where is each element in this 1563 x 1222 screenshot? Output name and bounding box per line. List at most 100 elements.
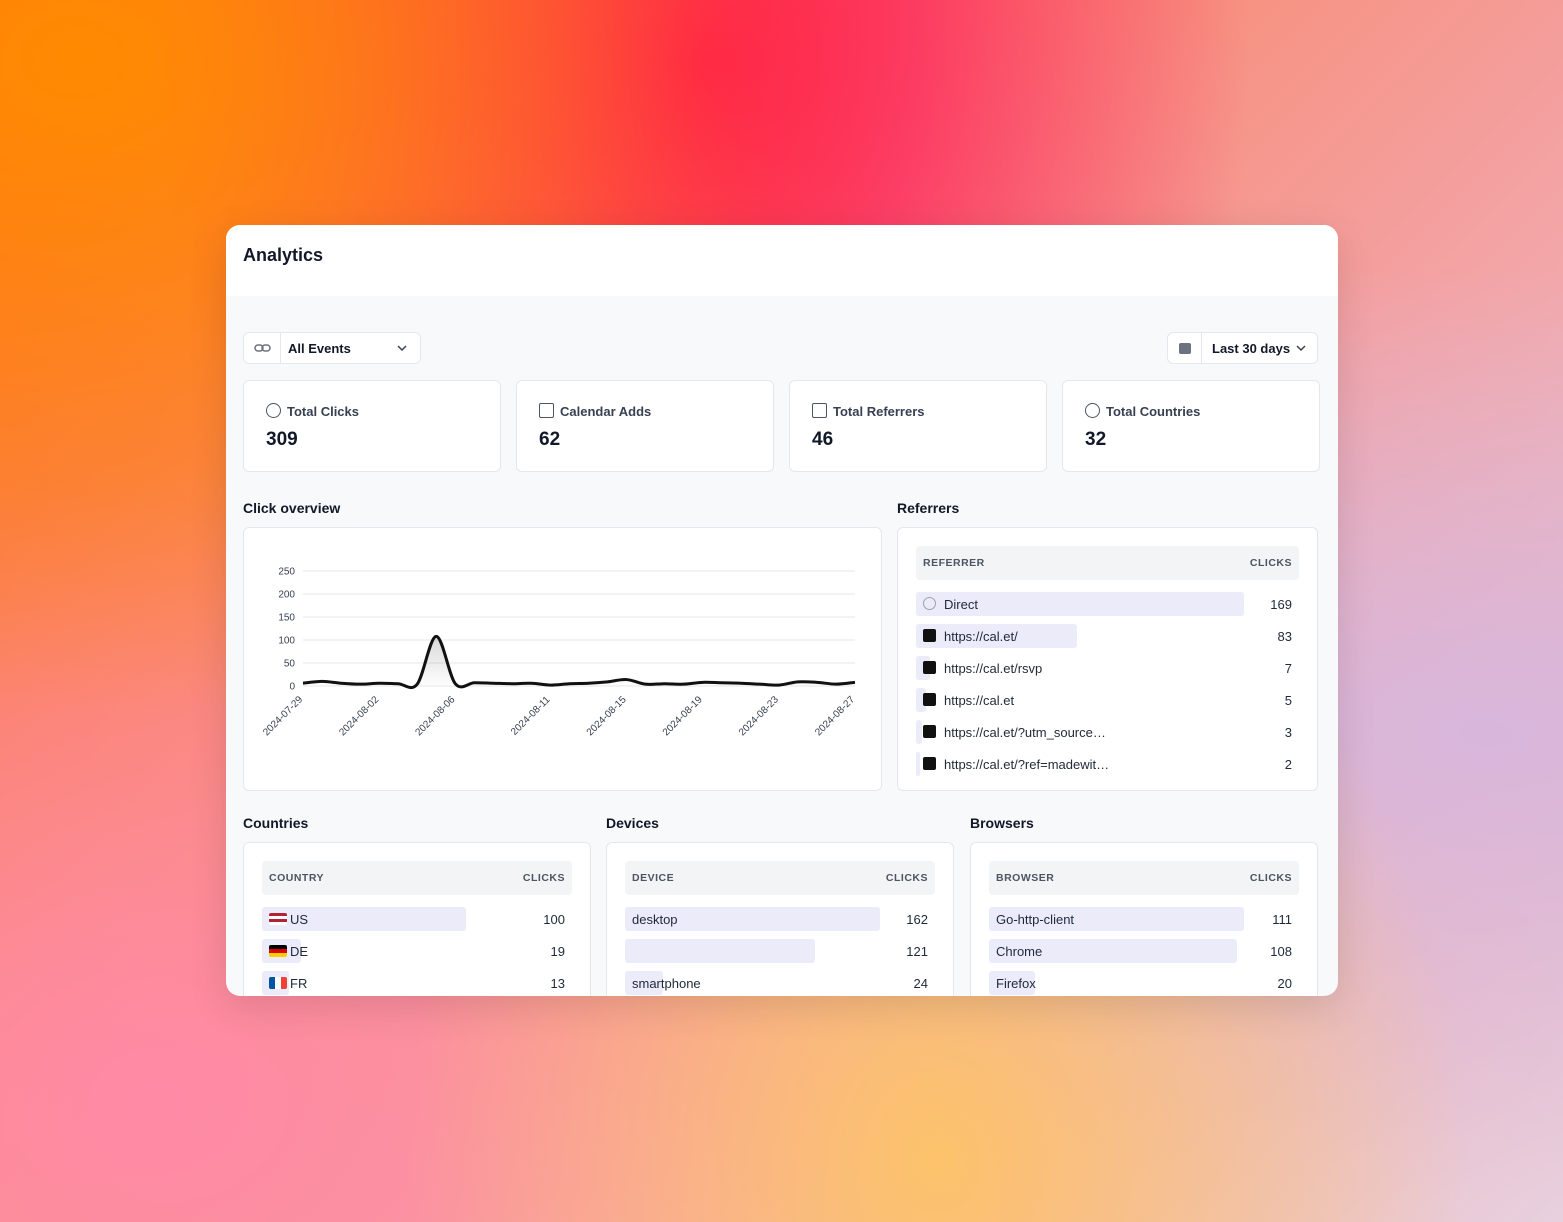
stat-icon	[539, 403, 554, 418]
stat-card: Total Clicks 309	[243, 380, 501, 472]
bar	[262, 907, 466, 931]
row-value: 111	[1272, 912, 1292, 927]
referrers-card: REFERRER CLICKS Direct 169 https://cal.et/83…	[897, 527, 1318, 791]
row-value: 19	[550, 944, 565, 959]
row-value: 169	[1270, 597, 1292, 612]
stat-card: Calendar Adds 62	[516, 380, 774, 472]
row-label: US	[290, 912, 309, 927]
x-tick-label: 2024-08-15	[585, 694, 629, 738]
row-label: Go-http-client	[996, 912, 1075, 927]
devices-card: DEVICE CLICKS desktop 162 121 smartphone 24	[606, 842, 954, 996]
stat-card: Total Referrers 46	[789, 380, 1047, 472]
row-value: 100	[543, 912, 565, 927]
column-header: CLICKS	[1249, 872, 1292, 884]
row-value: 2	[1284, 757, 1292, 772]
title: Analytics	[243, 245, 324, 265]
chevron	[397, 345, 407, 352]
column-header: CLICKS	[885, 872, 928, 884]
bar	[916, 624, 1078, 648]
bar	[916, 720, 922, 744]
row-label: https://cal.et/?ref=madewit…	[944, 757, 1110, 772]
section-title: Devices	[606, 815, 659, 831]
row-value: 83	[1277, 629, 1292, 644]
bar	[916, 752, 920, 776]
row-value: 24	[913, 976, 928, 991]
bar	[916, 592, 1244, 616]
flag-icon	[269, 913, 287, 925]
row-label: https://cal.et	[944, 693, 1015, 708]
calendar-icon	[1179, 343, 1191, 354]
column-header: CLICKS	[522, 872, 565, 884]
stat-icon	[266, 403, 281, 418]
bar	[989, 907, 1244, 931]
range-filter-label: Last 30 days	[1212, 341, 1291, 356]
row-label: https://cal.et/?utm_source…	[944, 725, 1106, 740]
referrer-icon	[923, 693, 936, 706]
area	[303, 636, 855, 688]
event-filter-label: All Events	[288, 341, 351, 356]
bar	[625, 971, 663, 995]
y-tick-label: 50	[284, 659, 296, 670]
x-tick-label: 2024-07-29	[261, 694, 305, 738]
row-value: 108	[1270, 944, 1292, 959]
x-tick-label: 2024-08-23	[737, 694, 781, 738]
referrer-icon	[923, 597, 936, 610]
stat-icon	[812, 403, 827, 418]
stat-value: 309	[266, 429, 298, 450]
row-label: FR	[290, 976, 308, 991]
row-value: 5	[1284, 693, 1292, 708]
column-header: CLICKS	[1249, 557, 1292, 569]
chart-card: 0 50 100 150 200 250 2024-07-29 2024-08-02 2024-…	[243, 527, 882, 791]
x-tick-label: 2024-08-19	[661, 694, 705, 738]
column-header: COUNTRY	[269, 872, 325, 884]
flag-icon	[269, 945, 287, 957]
column-header: DEVICE	[632, 872, 675, 884]
x-tick-label: 2024-08-11	[509, 694, 553, 738]
column-header: BROWSER	[996, 872, 1055, 884]
stat-label: Total Referrers	[833, 404, 925, 419]
row-value: 162	[906, 912, 928, 927]
referrer-icon	[923, 629, 936, 642]
section-title: Countries	[243, 815, 309, 831]
analytics-card: Analytics All Events Last 30 days Total …	[226, 225, 1338, 996]
range-filter[interactable]: Last 30 days	[1167, 332, 1318, 364]
row-value: 13	[550, 976, 565, 991]
header: Analytics	[226, 225, 1338, 296]
table-header: DEVICE CLICKS	[625, 861, 935, 895]
table-header: COUNTRY CLICKS	[262, 861, 572, 895]
x-tick-label: 2024-08-02	[337, 694, 381, 738]
chart: 0 50 100 150 200 250 2024-07-29 2024-08-02 2024-…	[261, 567, 857, 739]
stat-value: 46	[812, 429, 834, 450]
row-label: DE	[290, 944, 309, 959]
y-tick-label: 100	[278, 636, 295, 647]
table-header: BROWSER CLICKS	[989, 861, 1299, 895]
row-value: 7	[1284, 661, 1292, 676]
stat-card: Total Countries 32	[1062, 380, 1320, 472]
stat-label: Total Countries	[1106, 404, 1201, 419]
table-header: REFERRER CLICKS	[916, 546, 1299, 580]
bar	[625, 939, 816, 963]
bar	[989, 939, 1238, 963]
row-label: https://cal.et/rsvp	[944, 661, 1043, 676]
row-value: 121	[906, 944, 928, 959]
y-tick-label: 150	[278, 613, 295, 624]
referrer-icon	[923, 661, 936, 674]
event-filter[interactable]: All Events	[243, 332, 421, 364]
stat-icon	[1085, 403, 1100, 418]
flag-icon	[269, 977, 287, 989]
row-label: https://cal.et/	[944, 629, 1018, 644]
y-tick-label: 200	[278, 590, 295, 601]
line	[302, 634, 856, 690]
row-label: smartphone	[632, 976, 701, 991]
section-title: Browsers	[970, 815, 1034, 831]
bar	[989, 971, 1035, 995]
stat-label: Calendar Adds	[560, 404, 652, 419]
column-header: REFERRER	[923, 557, 985, 569]
countries-card: COUNTRY CLICKS US 100 DE 19 FR 13	[243, 842, 591, 996]
row-label: desktop	[632, 912, 678, 927]
row-value: 3	[1284, 725, 1292, 740]
link-icon	[254, 344, 271, 352]
bar	[625, 907, 880, 931]
stat-value: 62	[539, 429, 561, 450]
